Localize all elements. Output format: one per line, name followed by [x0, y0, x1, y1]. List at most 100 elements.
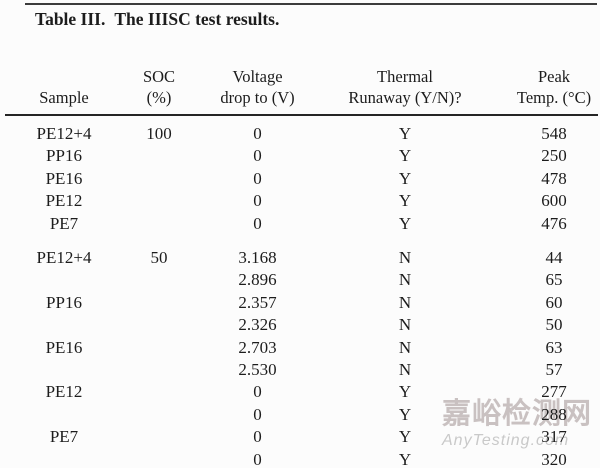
- cell-temp: 250: [541, 146, 567, 166]
- cell-runaway: Y: [398, 213, 412, 233]
- cell-soc: [123, 213, 195, 235]
- cell-temp: 60: [545, 292, 563, 312]
- cell-soc: [123, 168, 195, 190]
- cell-soc: [123, 337, 195, 359]
- cell-sample: [5, 269, 123, 291]
- column-header-sample-line2: Sample: [39, 88, 89, 107]
- table-caption-text: The IIISC test results.: [114, 9, 280, 29]
- cell-temp: 277: [541, 382, 567, 402]
- cell-soc: 50: [150, 248, 168, 268]
- table-row: PP16 2.357 N 60: [5, 292, 598, 314]
- table-row: 2.530 N 57: [5, 359, 598, 381]
- cell-temp: 600: [541, 191, 567, 211]
- cell-sample: PP16: [46, 146, 82, 166]
- cell-voltage: 0: [253, 124, 262, 143]
- cell-soc: [123, 314, 195, 336]
- cell-temp: 57: [545, 360, 563, 380]
- table-row: PE12+4 50 3.168 N 44: [5, 247, 598, 269]
- cell-temp: 63: [545, 337, 563, 357]
- cell-temp: 548: [541, 124, 567, 143]
- column-header-sample: Sample: [5, 52, 123, 115]
- cell-voltage: 0: [253, 213, 262, 233]
- cell-sample: PE12+4: [36, 248, 92, 268]
- cell-runaway: N: [398, 292, 412, 312]
- cell-soc: [123, 359, 195, 381]
- column-header-peak-temp-line2: Temp. (°C): [516, 88, 592, 107]
- cell-sample: [5, 314, 123, 336]
- column-header-soc: SOC (%): [123, 52, 195, 115]
- cell-runaway: N: [398, 248, 412, 268]
- cell-voltage: 0: [253, 191, 262, 211]
- cell-soc: [123, 381, 195, 403]
- cell-voltage: 0: [253, 382, 262, 402]
- cell-voltage: 2.530: [238, 360, 277, 380]
- cell-runaway: Y: [398, 124, 412, 143]
- group-spacer: [5, 235, 598, 247]
- cell-soc: 100: [146, 124, 172, 143]
- cell-sample: PE7: [49, 213, 79, 233]
- table-row: PE16 2.703 N 63: [5, 337, 598, 359]
- table-row: 0 Y 288: [5, 404, 598, 426]
- cell-sample: PE16: [45, 168, 83, 188]
- cell-runaway: Y: [398, 168, 412, 188]
- table-caption-label: Table III.: [35, 9, 106, 29]
- column-header-voltage-line1: Voltage: [232, 67, 283, 86]
- cell-soc: [123, 269, 195, 291]
- cell-sample: PE12: [45, 382, 83, 402]
- top-rule: [25, 3, 597, 5]
- cell-runaway: Y: [398, 191, 412, 211]
- cell-runaway: N: [398, 337, 412, 357]
- table-row: PE12 0 Y 277: [5, 381, 598, 403]
- column-header-runaway: Thermal Runaway (Y/N)?: [320, 52, 490, 115]
- cell-sample: PP16: [46, 292, 82, 312]
- column-header-peak-temp: Peak Temp. (°C): [490, 52, 598, 115]
- cell-sample: [5, 359, 123, 381]
- cell-sample: PE12: [45, 191, 83, 211]
- cell-temp: 317: [541, 427, 567, 447]
- cell-temp: 288: [541, 404, 567, 424]
- cell-sample: PE16: [45, 337, 83, 357]
- results-table: Sample SOC (%) Voltage drop to (V) Therm…: [5, 52, 598, 468]
- cell-voltage: 3.168: [238, 248, 277, 268]
- cell-soc: [123, 145, 195, 167]
- cell-runaway: Y: [398, 404, 412, 424]
- cell-voltage: 0: [253, 146, 262, 166]
- cell-voltage: 0: [253, 449, 262, 468]
- cell-voltage: 2.896: [238, 270, 277, 290]
- cell-runaway: N: [398, 360, 412, 380]
- column-header-peak-temp-line1: Peak: [537, 67, 571, 86]
- table-caption: Table III. The IIISC test results.: [35, 9, 279, 30]
- cell-voltage: 0: [253, 427, 262, 447]
- table-row: PE12 0 Y 600: [5, 190, 598, 212]
- cell-voltage: 0: [253, 168, 262, 188]
- table-row: PE12+4 100 0 Y 548: [5, 115, 598, 145]
- cell-soc: [123, 292, 195, 314]
- cell-runaway: Y: [398, 382, 412, 402]
- column-header-voltage-line2: drop to (V): [220, 88, 295, 107]
- table-row: PE7 0 Y 476: [5, 213, 598, 235]
- table-row: 2.326 N 50: [5, 314, 598, 336]
- cell-voltage: 0: [253, 404, 262, 424]
- cell-voltage: 2.703: [238, 337, 277, 357]
- cell-temp: 44: [545, 248, 563, 268]
- cell-runaway: N: [398, 315, 412, 335]
- cell-temp: 320: [541, 449, 567, 468]
- cell-soc: [123, 190, 195, 212]
- cell-temp: 65: [545, 270, 563, 290]
- column-header-runaway-line1: Thermal: [377, 67, 433, 86]
- cell-runaway: Y: [398, 427, 412, 447]
- cell-temp: 50: [545, 315, 563, 335]
- cell-soc: [123, 449, 195, 468]
- table-row: 0 Y 320: [5, 449, 598, 468]
- column-header-voltage: Voltage drop to (V): [195, 52, 320, 115]
- table-row: 2.896 N 65: [5, 269, 598, 291]
- cell-temp: 478: [541, 168, 567, 188]
- cell-voltage: 2.357: [238, 292, 277, 312]
- cell-temp: 476: [541, 213, 567, 233]
- column-header-runaway-line2: Runaway (Y/N)?: [348, 88, 462, 107]
- cell-sample: PE7: [49, 427, 79, 447]
- header-row: Sample SOC (%) Voltage drop to (V) Therm…: [5, 52, 598, 115]
- cell-runaway: Y: [398, 146, 412, 166]
- table-row: PP16 0 Y 250: [5, 145, 598, 167]
